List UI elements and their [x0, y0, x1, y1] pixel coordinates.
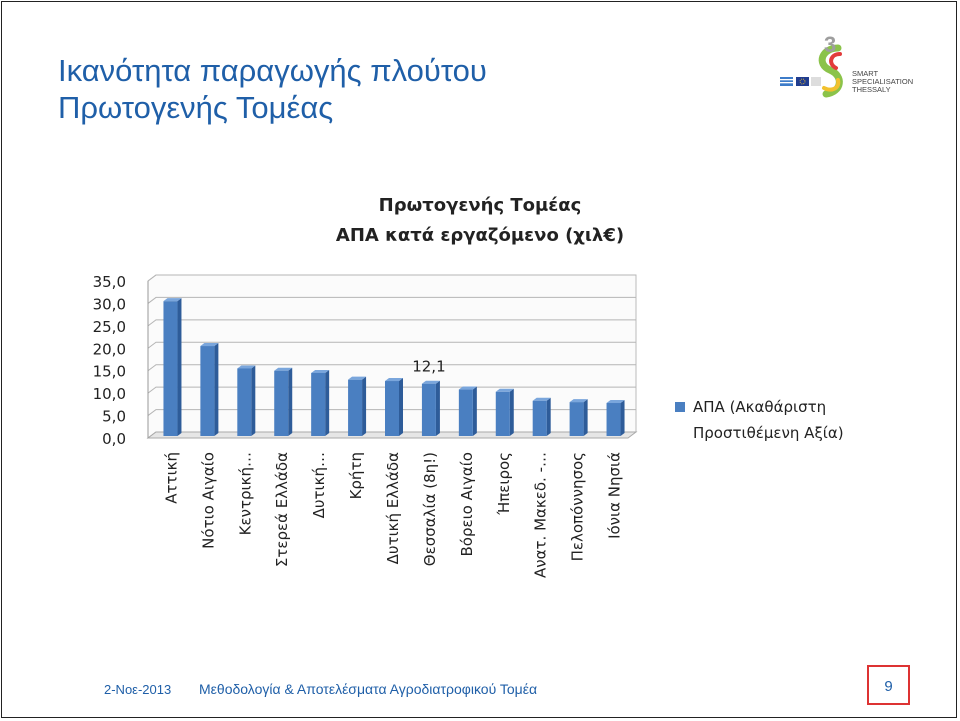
- bar-top: [200, 343, 219, 347]
- bar-top: [421, 380, 440, 384]
- bar: [569, 402, 584, 436]
- slide-title-line2: Πρωτογενής Τομέας: [58, 90, 334, 125]
- bar-top: [385, 378, 403, 382]
- y-tick-label: 20,0: [93, 340, 126, 358]
- bar-top: [569, 399, 588, 403]
- bar: [421, 383, 436, 436]
- y-tick-label: 10,0: [93, 385, 126, 403]
- greek-flag-icon: [780, 77, 793, 86]
- logo-line3: THESSALY: [852, 85, 891, 94]
- bar: [274, 370, 289, 436]
- smart-specialisation-logo: 3 SMART SPECIALISATION THESSALY: [780, 32, 913, 98]
- legend-line1: ΑΠΑ (Ακαθάριστη: [693, 398, 826, 416]
- plot-area: 0,0 5,0 10,0 15,0 20,0 25,0 30,0 35,0 Αττική Νότι…: [93, 273, 638, 578]
- bar-side: [435, 380, 440, 436]
- y-tick-label: 25,0: [93, 318, 126, 336]
- partner-logo-icon: [811, 77, 821, 86]
- bar-side: [583, 399, 588, 436]
- bar: [200, 346, 215, 436]
- bar-side: [325, 369, 330, 436]
- logo-line2: SPECIALISATION: [852, 77, 913, 86]
- bar-chart: Πρωτογενής Τομέας ΑΠΑ κατά εργαζόμενο (χ…: [93, 195, 844, 578]
- bar-side: [251, 365, 256, 436]
- bar-side: [177, 298, 182, 436]
- x-tick-label: Ιόνια Νησιά: [606, 452, 624, 539]
- bar-side: [472, 386, 477, 436]
- eu-flag-icon: [796, 77, 809, 86]
- bar: [385, 381, 399, 436]
- bar-side: [509, 388, 514, 436]
- bar-side: [546, 397, 551, 436]
- gridline: [147, 296, 636, 304]
- logo-line1: SMART: [852, 69, 879, 78]
- data-label: 12,1: [412, 358, 445, 376]
- gridline: [147, 274, 636, 282]
- chart-title: Πρωτογενής Τομέας: [379, 195, 582, 216]
- x-tick-label: Στερεά Ελλάδα: [273, 452, 291, 567]
- bar-top: [274, 367, 293, 371]
- gridline: [147, 341, 636, 349]
- gridline: [147, 364, 636, 372]
- x-tick-label: Νότιο Αιγαίο: [199, 452, 217, 549]
- x-tick-label: Κεντρική…: [236, 452, 254, 535]
- bar-top: [237, 365, 256, 369]
- slide-title-line1: Ικανότητα παραγωγής πλούτου: [58, 53, 487, 88]
- y-tick-label: 35,0: [93, 273, 126, 291]
- bar-side: [399, 378, 403, 436]
- footer-text: Μεθοδολογία & Αποτελέσματα Αγροδιατροφικ…: [199, 681, 538, 697]
- bar: [163, 301, 178, 436]
- footer-date: 2-Νοε-2013: [104, 682, 172, 697]
- bar-side: [620, 400, 625, 436]
- chart-subtitle: ΑΠΑ κατά εργαζόμενο (χιλ€): [336, 225, 624, 246]
- x-tick-label: Αττική: [162, 452, 180, 504]
- bar: [458, 389, 473, 436]
- bar: [606, 403, 621, 436]
- legend-line2: Προστιθέμενη Αξία): [693, 424, 844, 442]
- logo-mark: 3: [824, 32, 836, 57]
- bar-top: [311, 369, 330, 373]
- bar-top: [495, 388, 514, 392]
- y-tick-label: 5,0: [102, 408, 126, 426]
- page-number: 9: [867, 665, 910, 705]
- bar: [495, 391, 510, 436]
- y-tick-label: 15,0: [93, 363, 126, 381]
- y-tick-label: 0,0: [102, 430, 126, 448]
- bar: [348, 379, 363, 436]
- bar-side: [288, 367, 293, 436]
- bar-side: [214, 343, 219, 436]
- bar-side: [362, 376, 367, 436]
- legend-swatch: [675, 402, 685, 412]
- bar-top: [458, 386, 477, 390]
- slide-title: Ικανότητα παραγωγής πλούτου Πρωτογενής Τ…: [58, 52, 487, 126]
- x-tick-label: Κρήτη: [347, 452, 365, 499]
- x-tick-label: Θεσσαλία (8η!): [421, 452, 439, 566]
- legend: ΑΠΑ (Ακαθάριστη Προστιθέμενη Αξία): [675, 398, 844, 442]
- x-tick-label: Ήπειρος: [495, 452, 513, 516]
- y-tick-label: 30,0: [93, 295, 126, 313]
- gridline: [147, 319, 636, 327]
- x-tick-label: Δυτική Ελλάδα: [384, 452, 402, 564]
- bar: [311, 372, 326, 436]
- bar-top: [606, 400, 625, 404]
- x-tick-label: Πελοπόννησος: [569, 452, 587, 561]
- bar: [237, 368, 252, 436]
- bar: [532, 400, 547, 436]
- bar-top: [532, 397, 551, 401]
- x-tick-label: Δυτική…: [310, 452, 328, 518]
- x-tick-label: Βόρειο Αιγαίο: [458, 452, 476, 556]
- x-tick-label: Ανατ. Μακεδ. -…: [532, 452, 550, 578]
- bar-top: [348, 376, 367, 380]
- bar-top: [163, 298, 182, 302]
